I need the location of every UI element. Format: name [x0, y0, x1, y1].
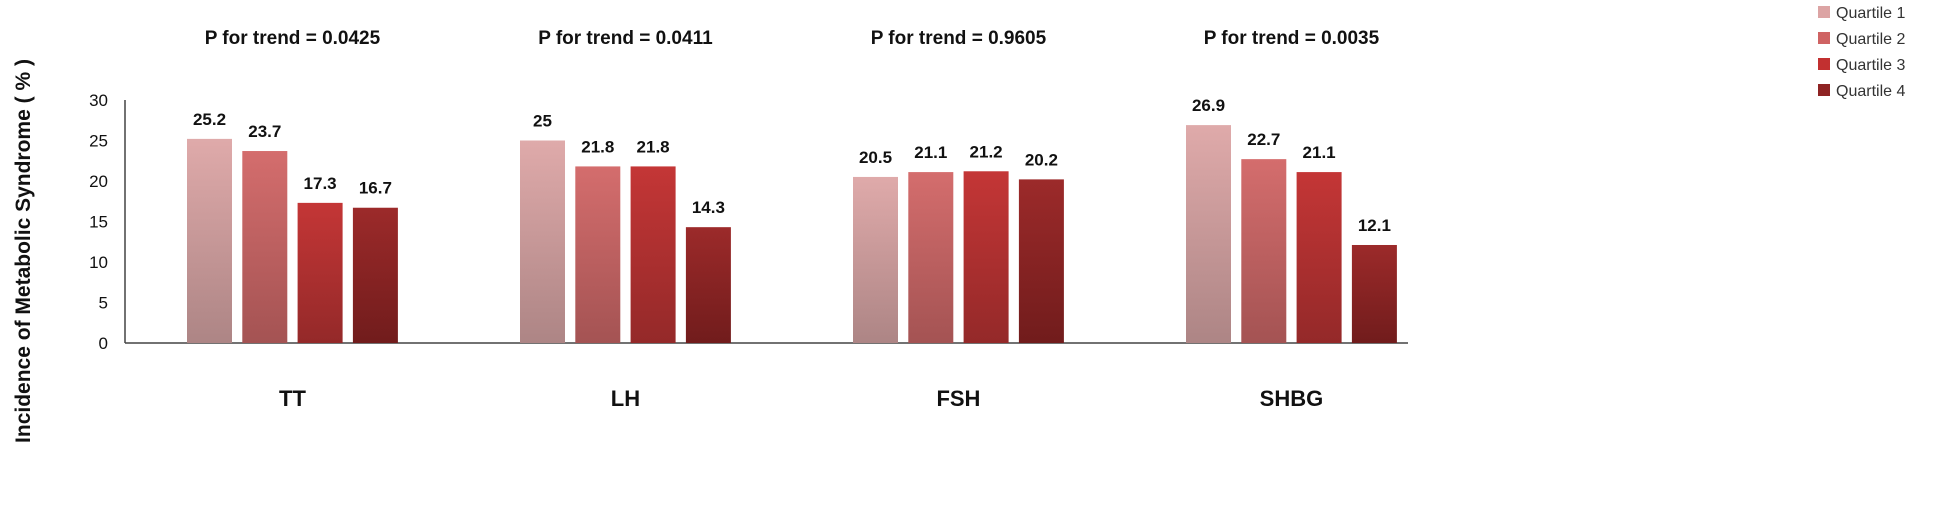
value-label: 17.3: [304, 174, 337, 193]
p-trend-label: P for trend = 0.0425: [205, 28, 381, 49]
value-label: 23.7: [248, 122, 281, 141]
bar-lh-q1: [520, 140, 565, 343]
legend: Quartile 1 Quartile 2 Quartile 3 Quartile 4: [1818, 5, 1905, 100]
p-trend-label: P for trend = 0.0411: [538, 28, 713, 49]
bar-fsh-q1: [853, 176, 898, 343]
p-trend-label: P for trend = 0.9605: [871, 28, 1047, 49]
category-label-fsh: FSH: [936, 386, 980, 411]
bars: [187, 125, 1397, 343]
bar-lh-q4: [685, 227, 731, 343]
bar-tt-q3: [297, 202, 343, 343]
y-tick-label: 0: [99, 334, 108, 353]
y-tick-label: 30: [89, 91, 108, 110]
bar-tt-q1: [187, 138, 232, 343]
legend-label-q4: Quartile 4: [1836, 83, 1905, 100]
p-trend-label: P for trend = 0.0035: [1204, 28, 1380, 49]
category-label-shbg: SHBG: [1260, 386, 1324, 411]
value-label: 20.5: [859, 148, 892, 167]
y-axis-ticks: 0 5 10 15 20 25 30: [89, 91, 108, 353]
y-tick-label: 20: [89, 172, 108, 191]
bar-fsh-q3: [963, 171, 1009, 343]
value-label: 25.2: [193, 110, 226, 129]
bar-tt-q2: [242, 151, 288, 343]
trend-annotations: P for trend = 0.0425 P for trend = 0.0411…: [205, 28, 1380, 49]
legend-swatch-q1: [1818, 6, 1830, 18]
bar-tt-q4: [352, 207, 398, 343]
y-tick-label: 15: [89, 213, 108, 232]
value-label: 14.3: [692, 198, 725, 217]
category-label-tt: TT: [279, 386, 306, 411]
y-axis-title: Incidence of Metabolic Syndrome ( % ): [12, 59, 35, 443]
bar-shbg-q2: [1241, 159, 1287, 343]
value-label: 22.7: [1247, 130, 1280, 149]
y-tick-label: 5: [99, 294, 108, 313]
legend-label-q1: Quartile 1: [1836, 5, 1905, 22]
value-label: 21.8: [637, 137, 670, 156]
y-tick-label: 25: [89, 132, 108, 151]
bar-fsh-q4: [1018, 179, 1064, 343]
category-labels: TT LH FSH SHBG: [279, 386, 1323, 411]
legend-label-q3: Quartile 3: [1836, 57, 1905, 74]
value-label: 21.2: [970, 142, 1003, 161]
value-label: 25: [533, 112, 552, 131]
legend-swatch-q4: [1818, 84, 1830, 96]
bar-lh-q2: [575, 166, 621, 343]
y-tick-label: 10: [89, 253, 108, 272]
value-label: 20.2: [1025, 150, 1058, 169]
bar-lh-q3: [630, 166, 676, 343]
value-label: 21.1: [1303, 143, 1336, 162]
value-label: 26.9: [1192, 96, 1225, 115]
legend-swatch-q2: [1818, 32, 1830, 44]
legend-label-q2: Quartile 2: [1836, 31, 1905, 48]
bar-fsh-q2: [908, 172, 954, 343]
value-label: 16.7: [359, 179, 392, 198]
value-label: 12.1: [1358, 216, 1391, 235]
value-label: 21.8: [581, 137, 614, 156]
bar-shbg-q4: [1351, 244, 1397, 343]
legend-swatch-q3: [1818, 58, 1830, 70]
category-label-lh: LH: [611, 386, 640, 411]
bar-shbg-q1: [1186, 125, 1231, 343]
value-label: 21.1: [914, 143, 947, 162]
value-labels: 25.2 23.7 17.3 16.7 25 21.8 21.8 14.3 20.5 21.1 21…: [193, 96, 1391, 235]
bar-shbg-q3: [1296, 172, 1342, 343]
